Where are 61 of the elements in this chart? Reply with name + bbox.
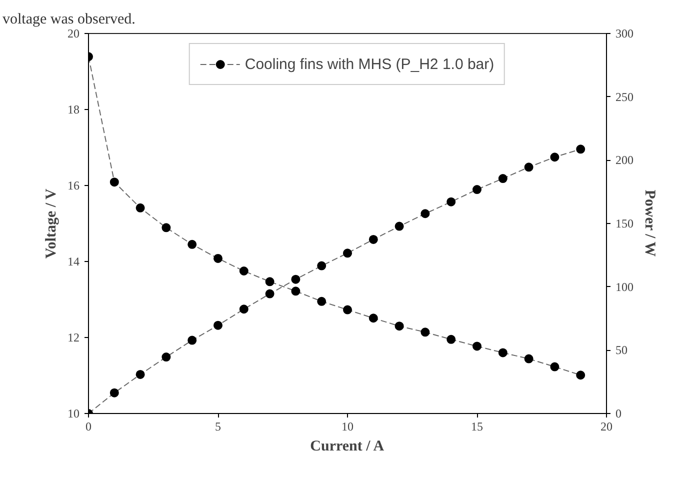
- point: [524, 162, 534, 172]
- y2-tick-label: 100: [616, 280, 634, 294]
- point: [291, 274, 300, 284]
- point: [472, 342, 482, 351]
- point: [110, 178, 119, 187]
- y-tick-label: 10: [68, 406, 80, 420]
- y-tick-label: 14: [68, 254, 80, 268]
- point: [420, 328, 430, 337]
- point: [239, 266, 248, 276]
- y2-tick-label: 150: [616, 216, 634, 230]
- point: [188, 240, 197, 249]
- point: [343, 305, 352, 314]
- point: [110, 388, 119, 398]
- point: [265, 289, 274, 298]
- y-axis-title: Voltage / V: [44, 188, 60, 259]
- point: [291, 286, 300, 296]
- point: [550, 152, 560, 162]
- point: [576, 370, 586, 380]
- y2-tick-label: 250: [616, 90, 634, 104]
- point: [394, 322, 404, 331]
- y2-tick-label: 300: [616, 26, 634, 40]
- point: [524, 354, 534, 364]
- point: [420, 209, 430, 218]
- point: [446, 197, 456, 206]
- point: [472, 185, 482, 194]
- point: [498, 174, 508, 184]
- y2-axis-title: Power / W: [642, 190, 658, 257]
- x-tick-label: 15: [471, 420, 483, 434]
- point: [162, 223, 171, 232]
- point: [239, 304, 248, 314]
- x-tick-label: 0: [86, 420, 92, 434]
- y-tick-label: 12: [68, 330, 80, 344]
- point: [136, 370, 145, 379]
- point: [188, 336, 197, 345]
- text: voltage was observed.: [2, 12, 136, 28]
- x-axis-title: Current / A: [310, 438, 384, 454]
- x-tick-label: 20: [600, 420, 612, 434]
- y2-tick-label: 200: [616, 153, 634, 168]
- point: [343, 248, 352, 258]
- point: [498, 348, 508, 358]
- legend-label: Cooling fins with MHS (P_H2 1.0 bar): [244, 56, 494, 72]
- point: [446, 334, 456, 344]
- y-tick-label: 16: [68, 178, 80, 192]
- point: [576, 144, 586, 154]
- point: [214, 254, 222, 263]
- x-tick-label: 10: [342, 420, 354, 434]
- point: [162, 352, 171, 362]
- point: [550, 362, 560, 372]
- point: [136, 203, 145, 212]
- point: [214, 320, 222, 330]
- y-tick-label: 18: [68, 102, 80, 116]
- y2-tick-label: 50: [616, 343, 628, 358]
- x-tick-label: 5: [215, 420, 221, 434]
- point: [265, 277, 274, 286]
- y2-tick-label: 0: [616, 406, 622, 420]
- point: [317, 296, 326, 306]
- y-tick-label: 20: [68, 26, 80, 40]
- point: [368, 314, 378, 323]
- point: [368, 234, 378, 244]
- point: [317, 261, 326, 270]
- point: [394, 222, 404, 231]
